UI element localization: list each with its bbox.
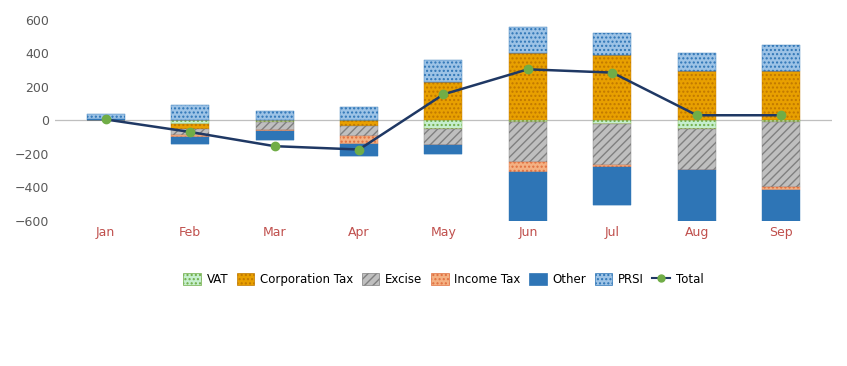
Bar (256, 122, 294, 130)
Bar (509, 122, 547, 162)
Bar (256, 130, 294, 131)
Bar (509, 172, 547, 221)
Bar (340, 145, 378, 156)
Bar (678, 71, 716, 120)
Bar (424, 82, 462, 120)
Total (269, 144, 280, 148)
Total (692, 113, 702, 117)
Bar (424, 128, 462, 145)
Bar (594, 165, 631, 167)
Total (523, 67, 533, 71)
Bar (678, 171, 716, 232)
Bar (594, 167, 631, 205)
Bar (424, 60, 462, 82)
Bar (171, 128, 209, 135)
Bar (171, 124, 209, 128)
Total (354, 147, 364, 152)
Bar (678, 120, 716, 128)
Bar (171, 137, 209, 144)
Bar (424, 145, 462, 154)
Bar (762, 190, 800, 259)
Bar (256, 131, 294, 140)
Bar (762, 45, 800, 71)
Legend: VAT, Corporation Tax, Excise, Income Tax, Other, PRSI, Total: VAT, Corporation Tax, Excise, Income Tax… (179, 268, 709, 291)
Bar (340, 107, 378, 120)
Total (185, 130, 195, 134)
Bar (340, 126, 378, 136)
Bar (171, 105, 209, 120)
Bar (340, 120, 378, 121)
Bar (171, 135, 209, 137)
Line: Total: Total (102, 65, 785, 154)
Bar (762, 122, 800, 187)
Bar (678, 128, 716, 171)
Bar (340, 121, 378, 126)
Bar (86, 113, 125, 119)
Bar (509, 162, 547, 172)
Bar (509, 27, 547, 53)
Bar (762, 120, 800, 122)
Bar (509, 53, 547, 120)
Bar (256, 120, 294, 122)
Bar (762, 187, 800, 190)
Bar (594, 33, 631, 55)
Bar (256, 111, 294, 120)
Bar (594, 55, 631, 120)
Bar (509, 120, 547, 122)
Total (439, 92, 449, 97)
Bar (86, 119, 125, 120)
Bar (594, 124, 631, 165)
Bar (594, 120, 631, 124)
Bar (171, 120, 209, 124)
Total (607, 70, 617, 75)
Total (101, 117, 111, 122)
Bar (762, 71, 800, 120)
Bar (424, 120, 462, 128)
Bar (340, 136, 378, 145)
Bar (678, 53, 716, 71)
Total (776, 113, 786, 117)
